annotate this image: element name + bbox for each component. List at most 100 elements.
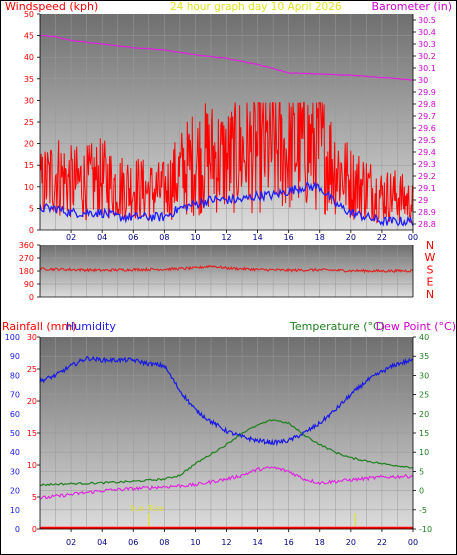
barometer-label: Barometer (in): [372, 0, 453, 13]
direction-series: [39, 264, 414, 274]
humidity-line: [39, 355, 414, 447]
barometer-tick-label: 29.3: [418, 160, 436, 169]
time-tick-label: 04: [97, 538, 107, 547]
windspeed-tick-label: 35: [24, 75, 34, 84]
rainfall-tick-label: 5: [32, 493, 37, 502]
humidity-tick-label: 20: [10, 487, 20, 496]
time-tick-label: 08: [159, 233, 169, 242]
compass-label-s: S: [427, 263, 434, 276]
temperature-time-axis: 02 04 06 08 10 12 14 16 18 20 22 00: [40, 528, 418, 547]
humidity-tick-label: 70: [10, 391, 20, 400]
windspeed-tick-label: 10: [24, 183, 34, 192]
temperature-tick-label: 30: [419, 371, 429, 380]
windspeed-tick-label: 0: [29, 226, 34, 235]
time-tick-label: 06: [128, 538, 138, 547]
windspeed-tick-label: 15: [24, 161, 34, 170]
temperature-series: [39, 419, 414, 487]
humidity-label: Humidity: [66, 320, 116, 333]
rainfall-tick-label: 25: [27, 365, 37, 374]
humidity-tick-label: 0: [15, 525, 20, 534]
compass-label-n: N: [426, 288, 434, 301]
humidity-tick-label: 10: [10, 506, 20, 515]
time-tick-label: 18: [315, 538, 325, 547]
time-tick-label: 02: [66, 233, 76, 242]
humidity-tick-label: 30: [10, 467, 20, 476]
time-tick-label: 20: [346, 538, 356, 547]
sun-markers: Sun Rise: [129, 504, 357, 529]
humidity-tick-label: 40: [10, 448, 20, 457]
barometer-tick-label: 29.5: [418, 136, 436, 145]
time-tick-label: 20: [346, 233, 356, 242]
time-tick-label: 14: [252, 233, 262, 242]
barometer-line: [39, 34, 414, 81]
time-tick-label: 06: [128, 233, 138, 242]
barometer-tick-label: 29.8: [418, 100, 436, 109]
temperature-tick-label: 20: [419, 410, 429, 419]
time-tick-label: 16: [284, 233, 294, 242]
temperature-tick-label: -5: [419, 506, 427, 515]
barometer-tick-label: 29.4: [418, 148, 436, 157]
barometer-tick-label: 28.8: [418, 220, 436, 229]
time-tick-label: 12: [221, 233, 231, 242]
barometer-tick-label: 30.4: [418, 28, 436, 37]
humidity-series: [39, 355, 414, 447]
time-tick-label: 14: [252, 538, 262, 547]
barometer-tick-label: 29: [418, 196, 428, 205]
rainfall-axis: 0 5 10 15 20 25 30: [27, 333, 41, 534]
barometer-tick-label: 29.7: [418, 112, 436, 121]
dewpoint-series: [39, 466, 414, 500]
temperature-axis: -10 -5 0 5 10 15 20 25 30 35 40: [412, 333, 432, 534]
barometer-tick-label: 30.5: [418, 16, 436, 25]
humidity-tick-label: 90: [10, 352, 20, 361]
barometer-tick-label: 29.2: [418, 172, 436, 181]
barometer-tick-label: 30.1: [418, 64, 436, 73]
temperature-label: Temperature (°C): [289, 320, 385, 333]
windspeed-tick-label: 25: [24, 118, 34, 127]
direction-tick-label: 270: [19, 254, 34, 263]
windspeed-tick-label: 30: [24, 96, 34, 105]
direction-tick-label: 0: [29, 293, 34, 302]
barometer-tick-label: 30.2: [418, 52, 436, 61]
time-tick-label: 22: [377, 538, 387, 547]
barometer-axis: 28.8 28.9 29 29.1 29.2 29.3 29.4 29.5 29.6 29.7 29…: [412, 14, 436, 230]
humidity-tick-label: 80: [10, 371, 20, 380]
temperature-tick-label: 15: [419, 429, 429, 438]
dewpoint-line: [39, 466, 414, 500]
wind-time-axis: 02 04 06 08 10 12 14 16 18 20 22 00: [40, 229, 418, 242]
rainfall-tick-label: 15: [27, 429, 37, 438]
time-tick-label: 00: [408, 233, 418, 242]
dewpoint-label: Dew Point (°C): [376, 320, 456, 333]
barometer-tick-label: 30: [418, 76, 428, 85]
windspeed-average-line: [39, 180, 414, 227]
humidity-tick-label: 50: [10, 429, 20, 438]
direction-line: [39, 264, 414, 274]
temperature-grid: [40, 337, 413, 529]
time-tick-label: 10: [190, 233, 200, 242]
temperature-tick-label: 25: [419, 391, 429, 400]
time-tick-label: 02: [66, 538, 76, 547]
chart-title: 24 hour graph day 10 April 2026: [170, 1, 342, 13]
time-tick-label: 00: [408, 538, 418, 547]
rainfall-label: Rainfall (mm): [2, 320, 76, 333]
time-tick-label: 18: [315, 233, 325, 242]
rainfall-tick-label: 10: [27, 461, 37, 470]
direction-tick-label: 180: [19, 267, 34, 276]
windspeed-average-series: [39, 180, 414, 227]
windspeed-tick-label: 20: [24, 140, 34, 149]
direction-tick-label: 90: [24, 280, 34, 289]
humidity-tick-label: 100: [5, 333, 20, 342]
windspeed-label: Windspeed (kph): [5, 0, 98, 13]
barometer-tick-label: 29.1: [418, 184, 436, 193]
barometer-tick-label: 30.3: [418, 40, 436, 49]
barometer-tick-label: 29.6: [418, 124, 436, 133]
windspeed-tick-label: 40: [24, 53, 34, 62]
time-tick-label: 12: [221, 538, 231, 547]
windspeed-tick-label: 45: [24, 32, 34, 41]
windspeed-axis: 0 5 10 15 20 25 30 35 40 45 50: [24, 10, 41, 235]
temperature-tick-label: 10: [419, 448, 429, 457]
humidity-axis: 0 10 20 30 40 50 60 70 80 90 100: [5, 333, 20, 534]
time-tick-label: 16: [284, 538, 294, 547]
compass-label-w: W: [425, 251, 436, 264]
barometer-tick-label: 29.9: [418, 88, 436, 97]
